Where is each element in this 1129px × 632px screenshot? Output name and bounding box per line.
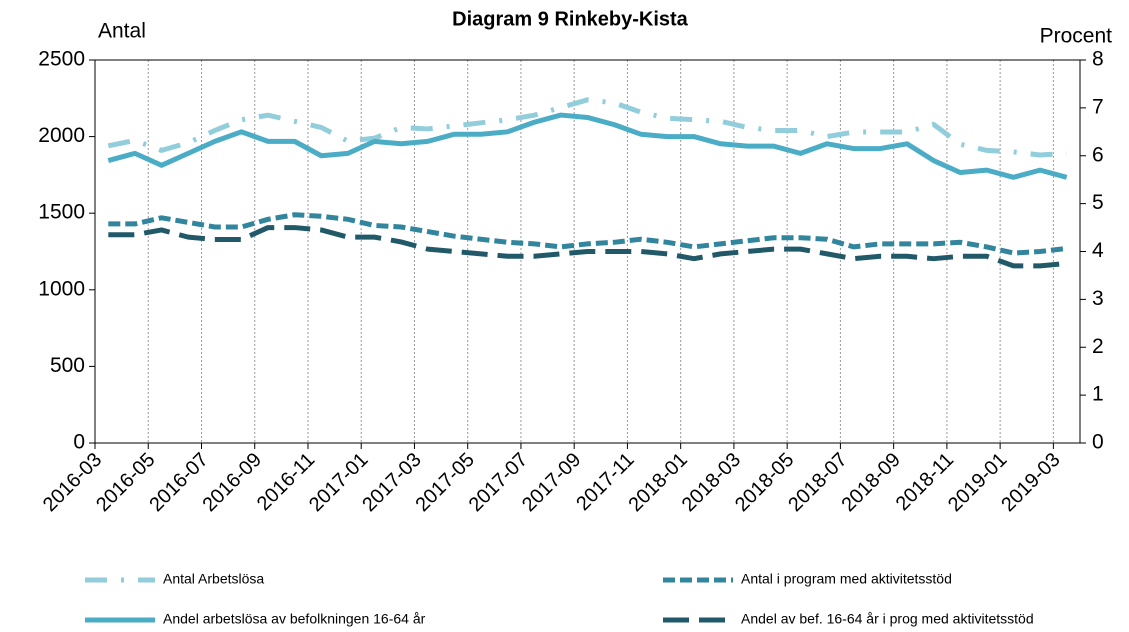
chart-title: Diagram 9 Rinkeby-Kista xyxy=(452,8,689,30)
legend-label: Andel arbetslösa av befolkningen 16-64 å… xyxy=(163,611,426,627)
y-tick-label: 0 xyxy=(73,431,85,454)
y2-tick-label: 3 xyxy=(1092,287,1104,310)
y2-tick-label: 4 xyxy=(1092,239,1104,262)
y-tick-label: 500 xyxy=(50,354,85,377)
y-axis-label: Antal xyxy=(98,20,146,43)
y2-tick-label: 8 xyxy=(1092,48,1104,71)
y-tick-label: 1000 xyxy=(38,277,85,300)
x-tick-label: 2019-03 xyxy=(997,449,1064,516)
x-tick-label: 2018-09 xyxy=(837,449,904,516)
y2-tick-label: 0 xyxy=(1092,431,1104,454)
y2-axis-label: Procent xyxy=(1040,25,1113,48)
plot-frame xyxy=(94,59,1081,444)
y2-tick-label: 6 xyxy=(1092,143,1104,166)
y2-tick-label: 7 xyxy=(1092,95,1104,118)
legend-label: Antal Arbetslösa xyxy=(163,571,264,587)
y-tick-label: 1500 xyxy=(38,201,85,224)
y2-tick-label: 5 xyxy=(1092,191,1104,214)
y2-tick-label: 2 xyxy=(1092,335,1104,358)
series-line xyxy=(108,225,1067,269)
x-tick-label: 2016-09 xyxy=(199,449,266,516)
y-tick-label: 2000 xyxy=(38,124,85,147)
series-line xyxy=(107,112,1068,180)
legend-label: Antal i program med aktivitetsstöd xyxy=(741,571,952,587)
series-line xyxy=(107,97,1067,158)
series-line xyxy=(108,212,1067,256)
x-tick-label: 2017-09 xyxy=(518,449,585,516)
y2-tick-label: 1 xyxy=(1092,383,1104,406)
legend-label: Andel av bef. 16-64 år i prog med aktivi… xyxy=(741,611,1034,627)
y-tick-label: 2500 xyxy=(38,48,85,71)
